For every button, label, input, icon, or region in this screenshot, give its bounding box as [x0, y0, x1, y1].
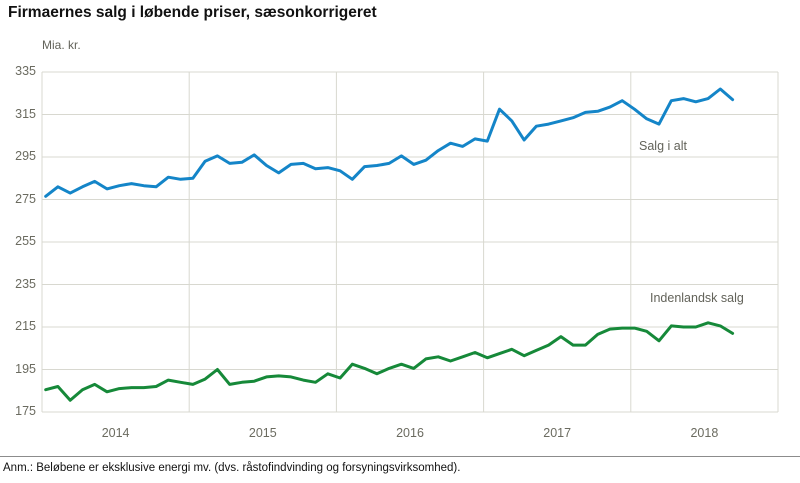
y-axis-unit-label: Mia. kr.: [42, 38, 81, 52]
x-tick-label: 2017: [543, 426, 572, 440]
x-tick-label: 2016: [396, 426, 424, 440]
gridlines: [41, 71, 779, 413]
series-label-indenlandsk-salg: Indenlandsk salg: [650, 291, 744, 305]
indenlandsk-salg-line: [44, 321, 735, 402]
y-tick-label: 315: [15, 106, 36, 121]
x-tick-label: 2014: [101, 426, 130, 440]
y-tick-label: 235: [15, 276, 36, 291]
series-label-salg-i-alt: Salg i alt: [639, 139, 687, 153]
y-tick-label: 175: [15, 404, 36, 418]
chart-title: Firmaernes salg i løbende priser, sæsonk…: [8, 4, 377, 21]
y-tick-label: 335: [15, 64, 36, 78]
x-tick-label: 2015: [248, 426, 277, 440]
y-tick-label: 295: [15, 149, 36, 163]
y-tick-label: 215: [15, 319, 36, 333]
footer-note: Anm.: Beløbene er eksklusive energi mv. …: [3, 462, 461, 474]
y-tick-label: 195: [15, 361, 36, 376]
footer-divider: [0, 456, 800, 457]
y-tick-label: 255: [15, 234, 36, 248]
x-tick-label: 2018: [690, 426, 719, 440]
y-tick-label: 275: [15, 191, 36, 206]
salg-i-alt-line: [44, 87, 735, 198]
